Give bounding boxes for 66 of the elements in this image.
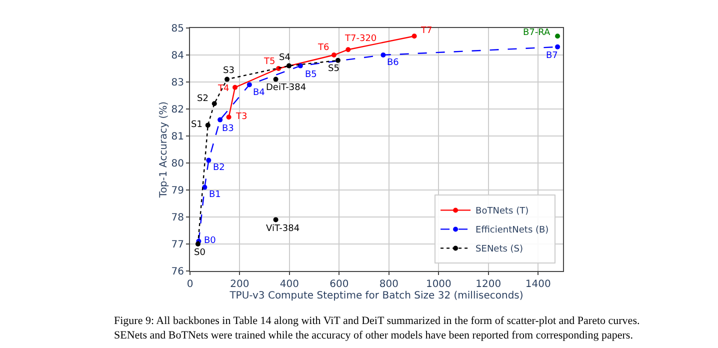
annotation: S3: [223, 66, 234, 76]
point: [273, 217, 278, 222]
y-tick-label: 84: [171, 50, 184, 62]
y-tick-label: 80: [171, 158, 184, 170]
point: [206, 158, 212, 163]
annotation: S5: [328, 64, 340, 74]
annotation: T6: [317, 43, 330, 53]
annotation: B6: [387, 58, 400, 68]
annotation: S2: [197, 94, 208, 104]
point: [246, 82, 252, 88]
legend-label: EfficientNets (B): [476, 226, 549, 236]
point: [224, 76, 230, 82]
annotation: T7-320: [344, 34, 377, 44]
point: [555, 44, 560, 50]
point: [205, 122, 210, 128]
point: [212, 101, 217, 106]
annotation: B1: [209, 190, 221, 200]
point: [218, 117, 223, 122]
x-tick-label: 1200: [476, 279, 502, 290]
caption: Figure 9: All backbones in Table 14 along with ViT and DeiT summarized in the form of scatter-plot and Pareto curves. SENets and BoTNets were trained while the accuracy of other models have been reported from corresponding papers.: [114, 315, 640, 342]
point: [412, 34, 417, 39]
y-tick-label: 77: [171, 240, 184, 250]
y-tick-label: 81: [171, 132, 184, 142]
annotation: DeiT-384: [266, 83, 306, 93]
x-tick-label: 0: [186, 279, 194, 290]
annotation: S0: [194, 248, 206, 258]
y-tick-label: 78: [171, 212, 184, 224]
point: [331, 52, 336, 58]
annotation: B2: [213, 163, 225, 173]
x-tick-label: 800: [379, 279, 398, 290]
x-tick-label: 1000: [426, 279, 452, 290]
legend-label: BoTNets (T): [476, 206, 529, 217]
x-tick-label: 200: [230, 279, 250, 290]
point: [380, 52, 386, 58]
annotation: B4: [253, 88, 266, 98]
y-tick-label: 82: [171, 104, 184, 116]
annotation: T7: [420, 26, 432, 36]
point: [226, 114, 232, 120]
point: [195, 242, 200, 246]
annotation: T3: [235, 112, 248, 122]
point: [273, 76, 278, 82]
annotation: B0: [204, 236, 216, 246]
point: [346, 47, 351, 52]
y-axis-title: Top-1 Accuracy (%): [158, 101, 170, 199]
annotation: ViT-384: [266, 224, 300, 234]
x-tick-label: 600: [330, 279, 349, 290]
point: [555, 34, 560, 39]
annotation: B5: [305, 70, 317, 80]
point: [286, 63, 292, 68]
point: [232, 84, 238, 90]
annotation: B3: [222, 124, 234, 134]
y-tick-label: 85: [171, 24, 184, 34]
y-tick-label: 83: [171, 78, 184, 88]
point: [335, 58, 340, 63]
y-tick-label: 79: [171, 186, 184, 196]
annotation: B7: [546, 51, 558, 61]
annotation: T4: [217, 84, 230, 94]
legend-label: SENets (S): [476, 244, 524, 255]
x-axis-title: TPU-v3 Compute Steptime for Batch Size 32 (milliseconds): [228, 290, 524, 302]
annotation: B7-RA: [523, 28, 552, 38]
annotation: T5: [263, 57, 276, 67]
y-tick-label: 76: [171, 266, 184, 278]
x-tick-label: 1400: [525, 279, 551, 290]
x-tick-label: 400: [280, 279, 300, 290]
annotation: S4: [279, 53, 291, 63]
annotation: S1: [191, 120, 202, 130]
